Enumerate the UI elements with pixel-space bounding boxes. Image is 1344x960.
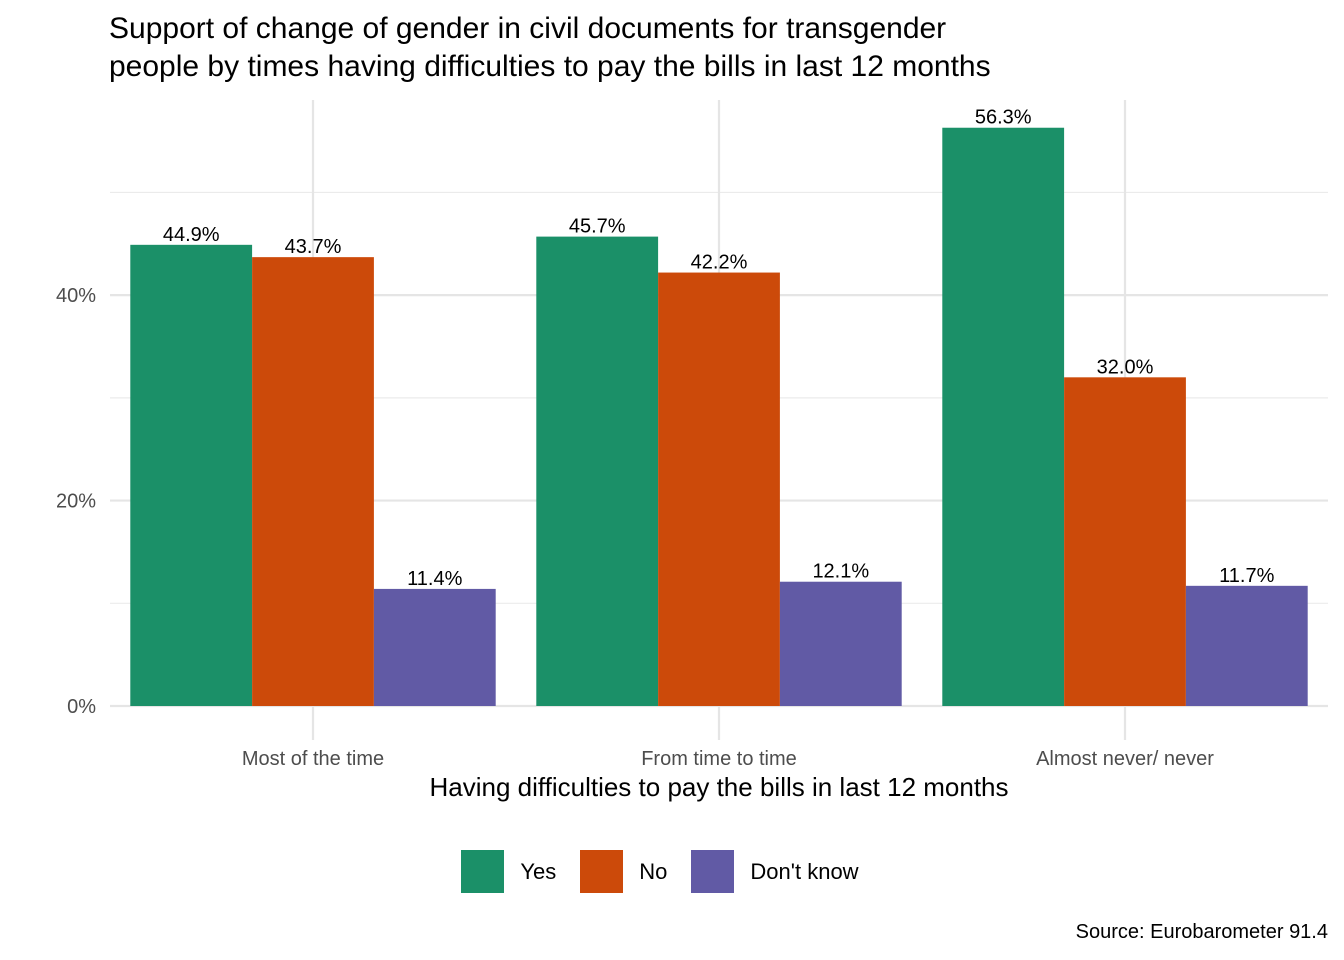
bar — [252, 257, 374, 706]
bar-value-label: 12.1% — [812, 561, 869, 583]
axis-tick-labels: 0% 20% 40% Most of the time From time to tim… — [56, 285, 1214, 770]
legend-item: Don't know — [691, 850, 870, 893]
legend-key — [580, 850, 624, 893]
bar — [536, 236, 659, 706]
y-tick-label: 0% — [67, 696, 96, 718]
bar — [1185, 585, 1308, 706]
chart-title-line-2: people by times having difficulties to p… — [109, 50, 991, 83]
bar-value-label: 32.0% — [1097, 356, 1154, 378]
bar-value-label: 45.7% — [569, 216, 626, 238]
legend-key — [461, 850, 505, 893]
y-tick-label: 20% — [56, 491, 96, 513]
bar-value-label: 43.7% — [285, 236, 342, 258]
bar-value-label: 44.9% — [163, 224, 220, 246]
bar-value-label: 56.3% — [975, 107, 1032, 129]
legend-label: Yes — [520, 858, 557, 884]
source-caption: Source: Eurobarometer 91.4 — [1075, 921, 1328, 943]
bar-value-labels: 44.9% 43.7% 11.4% 45.7% 42.2% 12.1% 56.3% 32.0%… — [163, 107, 1275, 590]
x-axis-title: Having difficulties to pay the bills in … — [429, 772, 1009, 802]
bars — [130, 127, 1308, 707]
legend: Yes No Don't know — [0, 850, 1344, 893]
x-tick-label: From time to time — [641, 748, 797, 770]
bar — [779, 581, 902, 706]
bar-value-label: 11.7% — [1219, 565, 1274, 587]
bar-value-label: 42.2% — [691, 252, 748, 274]
legend-label: No — [639, 858, 668, 884]
y-tick-label: 40% — [56, 285, 96, 307]
legend-key — [691, 850, 735, 893]
bar — [373, 588, 496, 706]
x-tick-label: Almost never/ never — [1036, 748, 1214, 770]
legend-item: Yes — [461, 850, 568, 893]
bar — [130, 244, 253, 706]
bar-value-label: 11.4% — [407, 568, 462, 590]
legend-item: No — [580, 850, 679, 893]
x-tick-label: Most of the time — [242, 748, 384, 770]
bar — [1064, 377, 1186, 706]
bar — [658, 272, 780, 706]
legend-label: Don't know — [750, 858, 859, 884]
chart-title-line-1: Support of change of gender in civil doc… — [109, 12, 947, 45]
chart-title: Support of change of gender in civil doc… — [109, 10, 1309, 86]
bar — [942, 127, 1065, 707]
